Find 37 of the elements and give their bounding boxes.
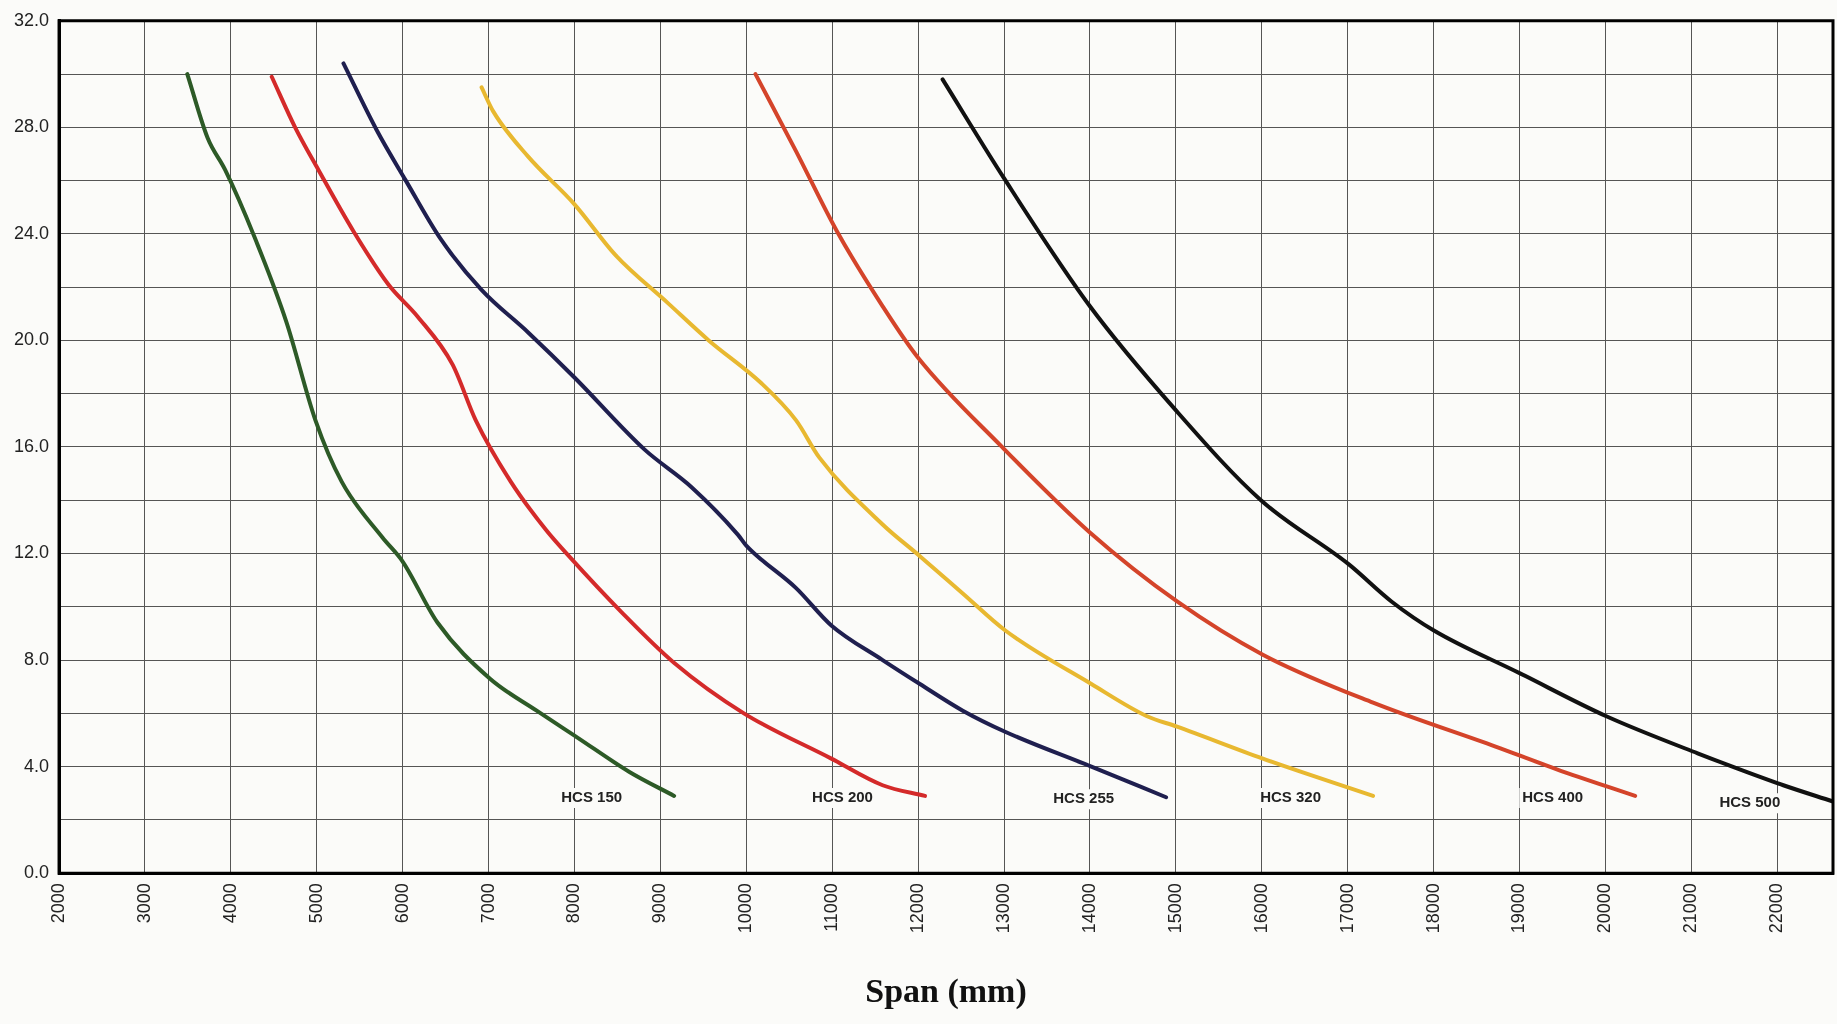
x-tick-label: 8000: [563, 883, 584, 924]
x-tick-label: 3000: [133, 883, 154, 924]
x-tick-label: 14000: [1078, 883, 1099, 934]
x-tick-label: 2000: [48, 883, 68, 924]
series-label: HCS 500: [1719, 793, 1781, 811]
y-tick-label: 16.0: [13, 435, 50, 456]
x-tick-label: 20000: [1594, 883, 1615, 934]
y-tick-label: 28.0: [13, 116, 50, 137]
series-label: HCS 150: [561, 788, 623, 806]
x-tick-label: 18000: [1422, 883, 1443, 934]
x-tick-label: 16000: [1250, 883, 1271, 934]
series-label: HCS 320: [1260, 788, 1322, 806]
x-tick-label: 19000: [1508, 883, 1529, 934]
x-tick-label: 6000: [391, 883, 412, 924]
x-tick-label: 17000: [1336, 883, 1357, 934]
x-tick-label: 12000: [907, 883, 928, 934]
x-axis-title: Span (mm): [865, 972, 1027, 1011]
x-tick-label: 9000: [649, 883, 670, 924]
x-tick-label: 13000: [992, 883, 1013, 934]
y-tick-label: 12.0: [13, 542, 50, 563]
x-tick-label: 7000: [477, 883, 498, 924]
x-tick-label: 11000: [821, 883, 842, 932]
y-tick-label: 4.0: [24, 755, 50, 776]
y-tick-label: 24.0: [13, 222, 50, 243]
x-tick-label: 10000: [735, 883, 756, 934]
series-label: HCS 255: [1053, 789, 1115, 807]
y-tick-label: 32.0: [13, 9, 50, 30]
x-tick-label: 22000: [1766, 883, 1787, 934]
y-tick-label: 20.0: [13, 329, 50, 350]
y-tick-label: 8.0: [24, 649, 50, 670]
series-label: HCS 400: [1522, 788, 1584, 806]
x-tick-label: 5000: [305, 883, 326, 924]
y-tick-label: 0.0: [24, 862, 50, 883]
series-label: HCS 200: [812, 788, 873, 806]
x-tick-label: 21000: [1680, 883, 1701, 934]
x-tick-label: 15000: [1164, 883, 1185, 934]
x-tick-label: 4000: [219, 883, 240, 924]
